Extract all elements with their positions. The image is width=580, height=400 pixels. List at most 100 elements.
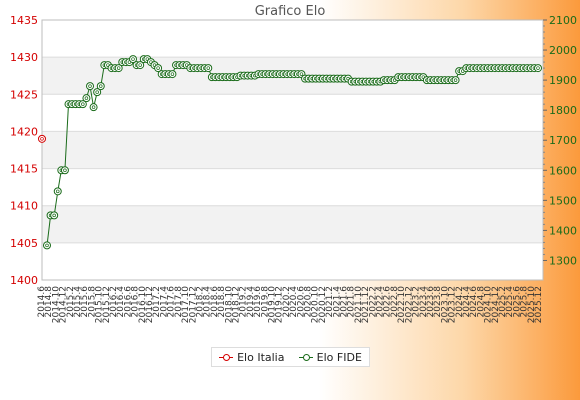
x-tick-label: 2018.4: [203, 286, 213, 318]
legend-item-elo-fide[interactable]: Elo FIDE: [298, 350, 362, 364]
data-point-inner: [91, 105, 96, 109]
x-tick-label: 2022.2: [368, 286, 378, 318]
legend: Elo Italia Elo FIDE: [211, 347, 370, 367]
legend-swatch-icon: [219, 352, 234, 362]
x-tick-label: 2017.2: [152, 286, 162, 318]
x-tick-label: 2018.6: [210, 286, 220, 318]
y-right-tick-label: 1700: [549, 134, 577, 147]
x-tick-label: 2024.10: [484, 286, 494, 323]
data-point-inner: [81, 102, 85, 106]
grid-band: [42, 131, 543, 169]
x-tick-label: 2024.8: [476, 286, 486, 318]
data-point: [38, 134, 46, 143]
x-tick-label: 2023.4: [419, 286, 429, 318]
x-tick-label: 2018.2: [195, 286, 205, 318]
x-tick-label: 2019.12: [275, 286, 285, 323]
data-point-inner: [52, 213, 56, 218]
data-point: [114, 64, 123, 73]
data-point: [60, 166, 69, 175]
data-point: [86, 82, 95, 91]
data-point-inner: [131, 57, 135, 61]
x-tick-label: 2025.4: [505, 286, 515, 318]
data-point: [204, 64, 213, 73]
data-point-inner: [536, 66, 540, 70]
x-axis: 2014.62014.82014.102014.122015.22015.420…: [37, 286, 544, 323]
x-tick-label: 2019.10: [267, 286, 277, 323]
x-tick-label: 2014.10: [51, 286, 61, 323]
x-tick-label: 2017.4: [159, 286, 169, 318]
y-right-tick-label: 1800: [549, 104, 577, 117]
plot-border: [41, 19, 544, 281]
y-left-tick-label: 1425: [10, 88, 38, 101]
x-tick-label: 2023.12: [448, 286, 458, 323]
data-point: [53, 187, 62, 196]
x-tick-label: 2020.12: [318, 286, 328, 323]
x-tick-label: 2014.12: [59, 286, 69, 323]
x-tick-label: 2025.8: [520, 286, 530, 318]
data-point: [96, 82, 105, 91]
y-right-tick-label: 1500: [549, 194, 577, 207]
x-tick-label: 2025.6: [512, 286, 522, 318]
x-tick-label: 2015.4: [73, 286, 83, 318]
x-tick-label: 2022.6: [383, 286, 393, 318]
y-left-tick-label: 1430: [10, 51, 38, 64]
y-right-tick-label: 2100: [549, 14, 577, 27]
y-right-tick-label: 2000: [549, 44, 577, 57]
x-tick-label: 2021.12: [361, 286, 371, 323]
series-layer: [38, 55, 542, 250]
x-tick-label: 2022.8: [390, 286, 400, 318]
x-tick-label: 2019.2: [239, 286, 249, 318]
series-elo-fide: [43, 55, 542, 250]
x-tick-label: 2023.10: [440, 286, 450, 323]
data-point-inner: [56, 189, 60, 194]
legend-label: Elo Italia: [237, 350, 285, 364]
x-tick-label: 2016.6: [123, 286, 133, 318]
x-tick-label: 2018.12: [231, 286, 241, 323]
x-tick-label: 2016.10: [138, 286, 148, 323]
x-tick-label: 2015.2: [66, 286, 76, 318]
x-tick-label: 2020.6: [296, 286, 306, 318]
grid-bands: [42, 20, 543, 280]
x-tick-label: 2020.8: [304, 286, 314, 318]
x-tick-label: 2024.4: [462, 286, 472, 318]
legend-label: Elo FIDE: [316, 350, 362, 364]
x-tick-label: 2021.6: [340, 286, 350, 318]
data-point-inner: [40, 137, 44, 141]
grid-band: [42, 205, 543, 243]
data-point: [129, 55, 138, 64]
data-point-inner: [88, 84, 92, 88]
x-tick-label: 2015.8: [87, 286, 97, 318]
x-tick-label: 2024.6: [469, 286, 479, 318]
x-tick-label: 2017.10: [181, 286, 191, 323]
x-tick-label: 2022.12: [404, 286, 414, 323]
series-elo-italia: [38, 134, 46, 143]
x-tick-label: 2020.10: [311, 286, 321, 323]
x-tick-label: 2024.12: [491, 286, 501, 323]
y-left-tick-label: 1405: [10, 237, 38, 250]
data-point: [93, 88, 102, 97]
y-right-tick-label: 1900: [549, 74, 577, 87]
data-point: [43, 241, 51, 250]
x-tick-label: 2021.4: [332, 286, 342, 318]
x-tick-label: 2023.6: [426, 286, 436, 318]
legend-item-elo-italia[interactable]: Elo Italia: [219, 351, 284, 364]
x-tick-label: 2023.8: [433, 286, 443, 318]
legend-swatch-icon: [298, 352, 313, 362]
data-point: [451, 76, 460, 85]
y-left-tick-label: 1415: [10, 163, 38, 176]
y-left-tick-label: 1410: [10, 200, 38, 213]
y-axis-left: 1400 1405 1410 1415 1420 1425 1430 1435: [10, 14, 38, 287]
data-point: [82, 94, 91, 103]
x-tick-label: 2017.8: [174, 286, 184, 318]
data-point: [50, 211, 59, 220]
y-right-tick-label: 1600: [549, 164, 577, 177]
x-tick-label: 2018.10: [224, 286, 234, 323]
y-left-tick-label: 1420: [10, 125, 38, 138]
x-tick-label: 2025.12: [534, 286, 544, 323]
data-point-inner: [170, 72, 175, 76]
x-tick-label: 2019.6: [253, 286, 263, 318]
data-point-inner: [299, 72, 304, 76]
x-tick-label: 2021.10: [354, 286, 364, 323]
